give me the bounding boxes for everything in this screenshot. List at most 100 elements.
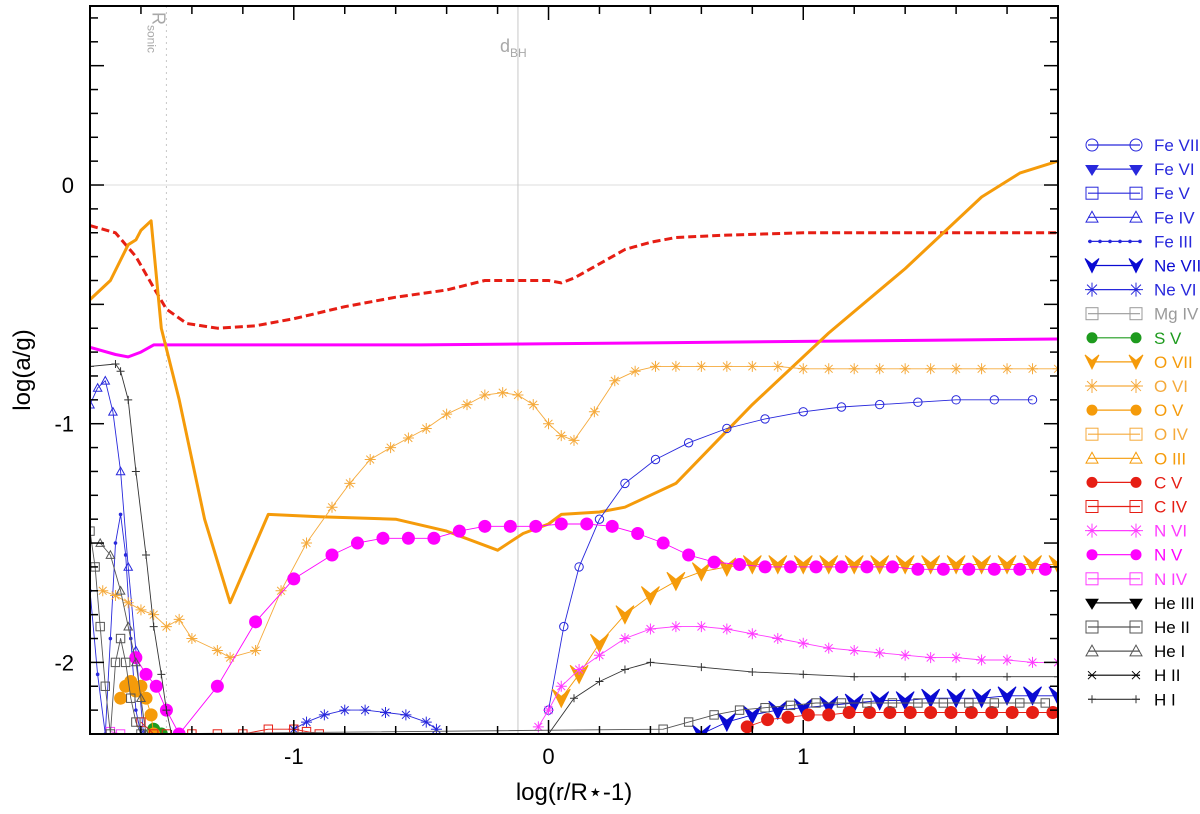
data-point xyxy=(836,402,847,412)
x-tick-label: -1 xyxy=(284,744,304,769)
data-point xyxy=(964,706,978,720)
data-point xyxy=(160,621,172,633)
data-point xyxy=(1132,695,1140,704)
legend-item-o-iv: O IV xyxy=(1085,425,1189,444)
data-point xyxy=(555,430,567,442)
data-point xyxy=(301,537,313,549)
data-point xyxy=(721,623,733,635)
data-point xyxy=(364,454,376,466)
data-point xyxy=(1085,572,1099,586)
annotation-main: d xyxy=(500,36,510,56)
series-line-fe-iii xyxy=(90,513,142,734)
data-point xyxy=(850,672,859,681)
data-point xyxy=(640,586,660,606)
data-point xyxy=(92,382,103,392)
data-point xyxy=(210,679,224,693)
data-point xyxy=(570,694,578,703)
data-point xyxy=(134,679,148,693)
data-point xyxy=(97,585,109,597)
data-point xyxy=(1085,165,1099,177)
data-point xyxy=(109,590,121,602)
data-point xyxy=(620,478,630,489)
data-point xyxy=(1129,523,1143,538)
data-point xyxy=(126,693,136,703)
data-point xyxy=(148,609,160,621)
legend-label: He III xyxy=(1154,594,1195,613)
data-point xyxy=(1129,210,1143,223)
data-point xyxy=(784,560,798,574)
data-point xyxy=(609,375,621,387)
data-point xyxy=(124,395,133,404)
data-point xyxy=(1085,307,1099,321)
data-point xyxy=(950,652,962,664)
data-point xyxy=(874,363,886,375)
data-point xyxy=(1085,427,1099,441)
data-point xyxy=(105,549,116,559)
y-axis-label: log(a/g) xyxy=(9,329,36,410)
data-point xyxy=(682,548,696,562)
data-point xyxy=(1085,451,1099,464)
series-c-v xyxy=(740,706,1058,734)
data-point xyxy=(1040,698,1050,708)
legend-item-mg-iv: Mg IV xyxy=(1085,305,1199,324)
data-point xyxy=(862,706,876,720)
legend-label: C IV xyxy=(1154,498,1188,517)
series-ne-vii xyxy=(691,686,1058,734)
series-line-unnamed-2 xyxy=(90,159,1058,605)
data-point xyxy=(972,688,992,709)
data-point xyxy=(951,395,961,405)
data-point xyxy=(1129,451,1143,464)
legend-label: S V xyxy=(1154,329,1182,348)
data-point xyxy=(123,621,134,631)
legend-item-ne-vii: Ne VII xyxy=(1084,257,1200,276)
data-point xyxy=(1131,670,1141,680)
data-point xyxy=(420,422,432,434)
data-point xyxy=(1027,395,1038,405)
data-point xyxy=(717,712,737,733)
data-point xyxy=(1084,354,1100,371)
data-point xyxy=(1129,379,1143,393)
data-point xyxy=(946,555,966,575)
data-point xyxy=(901,672,910,681)
data-point xyxy=(113,541,118,545)
data-point xyxy=(646,658,655,667)
data-point xyxy=(944,706,958,720)
data-point xyxy=(543,418,555,430)
data-point xyxy=(697,663,706,672)
data-point xyxy=(385,442,397,454)
legend-item-n-iv: N IV xyxy=(1085,570,1188,589)
data-point xyxy=(620,665,629,674)
series-he-ii xyxy=(90,526,1050,734)
data-point xyxy=(118,512,123,517)
legend-label: H II xyxy=(1154,666,1180,685)
data-point xyxy=(134,708,138,712)
legend-label: N V xyxy=(1154,546,1183,565)
legend-label: Mg IV xyxy=(1154,305,1199,324)
data-point xyxy=(131,467,140,476)
data-point xyxy=(883,706,897,720)
data-point xyxy=(594,514,605,524)
data-point xyxy=(758,560,772,574)
data-point xyxy=(172,727,186,734)
data-point xyxy=(115,633,126,644)
data-point xyxy=(1023,686,1042,706)
data-point xyxy=(836,698,847,708)
series-unnamed-0 xyxy=(90,224,1058,330)
data-point xyxy=(797,637,809,649)
series-layer xyxy=(90,159,1058,734)
data-point xyxy=(461,399,473,411)
data-point xyxy=(1088,695,1096,704)
data-point xyxy=(874,399,885,410)
data-point xyxy=(740,720,754,734)
data-point xyxy=(559,621,569,632)
legend-item-fe-iii: Fe III xyxy=(1088,232,1193,251)
data-point xyxy=(376,531,390,545)
data-point xyxy=(1027,656,1039,668)
data-point xyxy=(115,466,126,476)
data-point xyxy=(985,706,999,720)
legend-label: Fe VI xyxy=(1154,160,1195,179)
legend-item-o-iii: O III xyxy=(1085,449,1186,468)
legend-item-fe-vi: Fe VI xyxy=(1085,160,1195,179)
x-tick-label: 1 xyxy=(797,744,809,769)
annotations: Rsonic dBH xyxy=(90,6,1058,734)
